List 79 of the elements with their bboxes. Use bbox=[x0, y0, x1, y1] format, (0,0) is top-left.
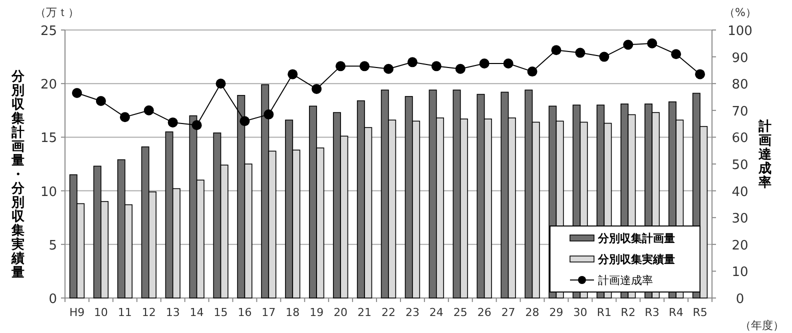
x-axis-title: （年度） bbox=[740, 319, 784, 332]
point bbox=[336, 61, 346, 72]
text: 分別収集計画量・分別収集実績量 bbox=[12, 70, 24, 281]
x-tick-label: R1 bbox=[596, 306, 612, 319]
point bbox=[551, 45, 562, 56]
text: （万ｔ） bbox=[35, 6, 79, 19]
x-tick-label: 22 bbox=[382, 306, 396, 319]
point bbox=[264, 109, 274, 120]
x-tick-label: 12 bbox=[142, 306, 156, 319]
point bbox=[72, 88, 82, 98]
point bbox=[647, 38, 658, 48]
y2-tick-label: 90 bbox=[732, 50, 748, 66]
point bbox=[575, 48, 586, 58]
x-tick-label: 29 bbox=[549, 306, 564, 319]
y2-tick-label: 40 bbox=[732, 184, 748, 200]
point bbox=[384, 64, 394, 74]
x-tick-label: 27 bbox=[501, 306, 516, 319]
point bbox=[479, 58, 490, 68]
y2-tick-label: 70 bbox=[732, 104, 748, 120]
y2-tick-label: 60 bbox=[732, 131, 748, 146]
y2-tick-label: 20 bbox=[732, 238, 748, 254]
x-tick-label: 10 bbox=[94, 306, 108, 319]
legend-label: 分別収集実績量 bbox=[597, 253, 675, 266]
y-tick-label: 20 bbox=[40, 78, 57, 93]
point bbox=[192, 120, 202, 130]
y2-tick-label: 10 bbox=[732, 265, 748, 280]
point bbox=[216, 78, 226, 89]
x-tick-label: 15 bbox=[214, 306, 228, 319]
point bbox=[431, 61, 442, 72]
x-tick-label: 18 bbox=[286, 306, 300, 319]
point bbox=[503, 58, 514, 68]
x-tick-label: 24 bbox=[429, 306, 444, 319]
y2-tick-label: 30 bbox=[732, 212, 748, 227]
point bbox=[455, 64, 466, 74]
y-tick-label: 15 bbox=[40, 131, 57, 146]
point bbox=[144, 105, 154, 116]
point bbox=[168, 117, 178, 128]
point bbox=[288, 69, 298, 80]
x-tick-label: 16 bbox=[238, 306, 252, 319]
x-tick-label: 21 bbox=[358, 306, 372, 319]
x-tick-label: 14 bbox=[190, 306, 204, 319]
x-tick-label: 17 bbox=[262, 306, 276, 319]
y-tick-label: 10 bbox=[40, 184, 57, 200]
y2-axis-title: 計画達成率 bbox=[758, 118, 772, 191]
text: （%） bbox=[724, 6, 756, 19]
y-tick-label: 25 bbox=[40, 24, 57, 39]
x-tick-label: 23 bbox=[405, 306, 420, 319]
x-tick-label: 30 bbox=[573, 306, 588, 319]
y2-tick-label: 100 bbox=[728, 24, 752, 39]
point bbox=[96, 96, 106, 106]
point bbox=[360, 61, 370, 72]
x-tick-label: R3 bbox=[644, 306, 660, 319]
x-tick-label: 28 bbox=[525, 306, 540, 319]
x-tick-label: 20 bbox=[334, 306, 348, 319]
y2-tick-label: 0 bbox=[736, 292, 744, 307]
x-tick-label: H9 bbox=[69, 306, 85, 319]
x-tick-label: 13 bbox=[166, 306, 180, 319]
x-tick-label: R5 bbox=[692, 306, 708, 319]
x-tick-label: 25 bbox=[453, 306, 468, 319]
x-tick-label: 11 bbox=[118, 306, 132, 319]
point bbox=[623, 40, 634, 50]
point bbox=[407, 57, 418, 68]
y2-tick-label: 50 bbox=[732, 158, 748, 173]
x-tick-label: 26 bbox=[477, 306, 492, 319]
point bbox=[671, 49, 682, 60]
x-tick-label: 19 bbox=[310, 306, 324, 319]
y2-tick-label: 80 bbox=[732, 78, 748, 93]
x-tick-label: R4 bbox=[668, 306, 684, 319]
y-tick-label: 0 bbox=[48, 292, 57, 307]
y-tick-label: 5 bbox=[48, 238, 57, 254]
point bbox=[312, 84, 322, 94]
point bbox=[599, 52, 610, 62]
legend-label: 分別収集計画量 bbox=[597, 232, 675, 245]
point bbox=[527, 66, 538, 77]
legend-label: 計画達成率 bbox=[598, 274, 653, 287]
point bbox=[240, 116, 250, 126]
point bbox=[695, 69, 706, 80]
x-tick-label: R2 bbox=[620, 306, 636, 319]
point bbox=[120, 112, 130, 122]
